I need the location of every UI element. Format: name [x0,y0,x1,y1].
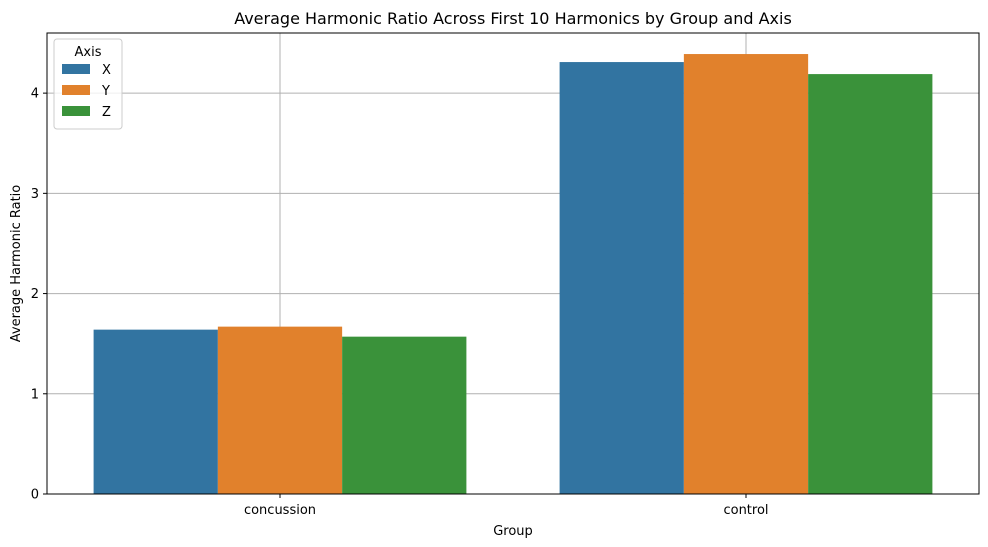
axis-ticks: 0 1 2 3 4 concussion control [31,87,769,518]
bar-x-concussion [93,329,218,494]
bar-z-concussion [342,336,467,494]
y-tick-label: 3 [31,187,39,202]
legend-swatch-y [62,85,90,95]
x-tick-label: concussion [244,503,316,518]
bar-y-concussion [217,326,343,494]
plot-frame [46,32,980,495]
bar-y-control [683,54,809,494]
x-tick-label: control [723,503,768,518]
legend: Axis XYZ [53,38,123,130]
legend-label-y: Y [101,84,110,99]
chart-title: Average Harmonic Ratio Across First 10 H… [234,9,792,28]
bars [93,54,933,495]
legend-items: XYZ [62,63,111,120]
legend-label-z: Z [102,105,111,120]
y-tick-label: 1 [31,387,39,402]
legend-title: Axis [75,45,102,60]
bar-z-control [808,74,933,495]
bar-x-control [559,62,684,494]
y-tick-label: 2 [31,287,39,302]
legend-swatch-z [62,106,90,116]
legend-swatch-x [62,64,90,74]
y-axis-label: Average Harmonic Ratio [9,185,24,343]
y-tick-label: 0 [31,488,39,503]
x-axis-label: Group [493,524,533,539]
y-tick-label: 4 [31,87,39,102]
legend-label-x: X [102,63,111,78]
